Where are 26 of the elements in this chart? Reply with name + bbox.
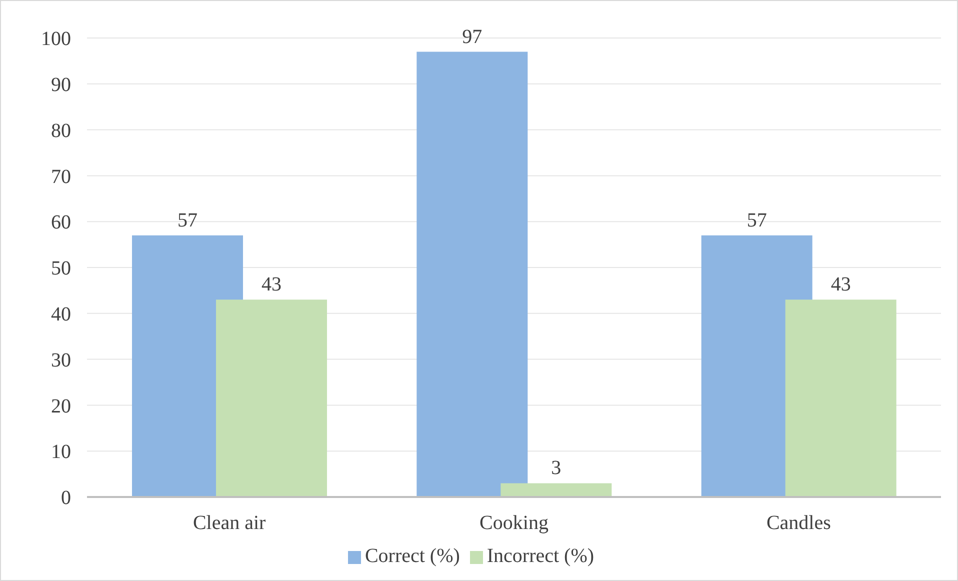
bar <box>216 300 327 497</box>
bar <box>416 52 528 497</box>
legend-label: Incorrect (%) <box>486 545 594 567</box>
data-label: 57 <box>178 209 198 232</box>
bar <box>785 300 896 497</box>
y-tick-label: 100 <box>41 28 71 50</box>
x-tick-label: Candles <box>766 512 832 534</box>
y-tick-label: 80 <box>51 120 71 142</box>
x-tick-label: Cooking <box>480 512 548 534</box>
y-tick-label: 90 <box>51 74 71 96</box>
legend-label: Correct (%) <box>364 545 460 567</box>
data-label: 57 <box>746 209 767 232</box>
x-tick-label: Clean air <box>192 512 266 534</box>
y-tick-label: 60 <box>51 212 71 234</box>
y-tick-label: 20 <box>51 395 71 418</box>
y-tick-label: 40 <box>51 304 71 326</box>
y-tick-label: 50 <box>51 258 71 280</box>
data-label: 43 <box>262 274 282 296</box>
bar <box>500 483 612 497</box>
y-tick-label: 30 <box>51 349 71 372</box>
y-tick-label: 10 <box>51 441 71 464</box>
data-label: 43 <box>830 274 851 296</box>
y-tick-label: 0 <box>61 487 71 510</box>
data-label: 3 <box>551 457 562 480</box>
y-tick-label: 70 <box>51 166 71 188</box>
data-label: 97 <box>462 26 482 48</box>
